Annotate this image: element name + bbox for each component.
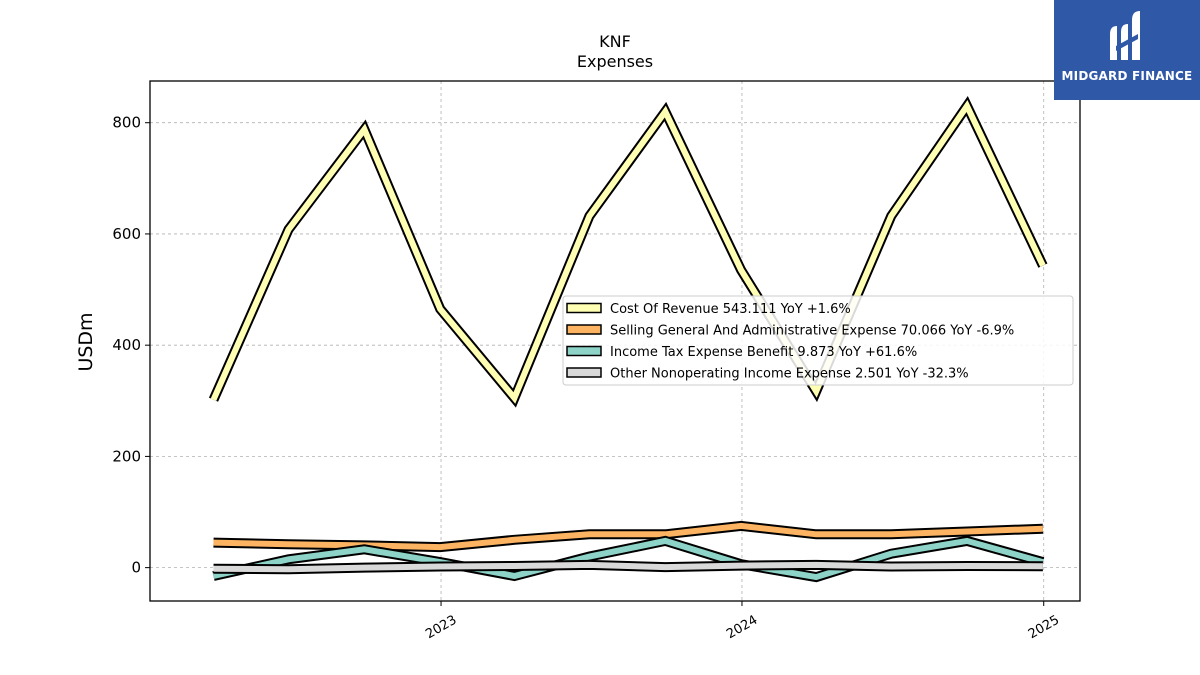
y-axis: 0 200 400 600 800 [112,114,150,577]
chart-title: KNF [599,32,631,51]
series-1 [208,96,1048,408]
chart-subtitle: Expenses [577,52,653,71]
legend-swatch [566,367,602,378]
legend-entry-label: Cost Of Revenue 543.111 YoY +1.6% [610,302,851,317]
series-line [210,100,1046,404]
legend-entry-label: Other Nonoperating Income Expense 2.501 … [610,367,969,382]
series-line [212,537,1044,581]
legend: Cost Of Revenue 543.111 YoY +1.6% Selling… [562,295,1074,386]
legend-frame [562,295,1074,386]
series-2 [213,520,1044,553]
series-layer [208,96,1048,583]
y-tick-label: 800 [112,114,141,132]
x-axis: 2023 2024 2025 [423,601,1062,642]
midgard-logo-icon [1110,11,1140,60]
legend-swatch [566,302,602,314]
y-tick-label: 600 [112,225,141,243]
x-tick-label: 2024 [724,613,760,643]
series-line [213,561,1043,573]
y-tick-label: 200 [112,447,141,465]
x-tick-label: 2025 [1026,613,1062,643]
x-tick-label: 2023 [423,613,459,643]
plot-frame [149,80,1081,602]
y-tick-label: 0 [131,559,141,577]
y-tick-label: 400 [112,336,141,354]
legend-swatch [566,345,602,357]
series-line [213,522,1044,551]
legend-swatch [566,324,602,335]
legend-entry-label: Income Tax Expense Benefit 9.873 YoY +61… [610,345,917,360]
brand-name: MIDGARD FINANCE [1061,69,1193,83]
series-4 [213,559,1043,575]
y-axis-label: USDm [75,312,97,371]
legend-entry-label: Selling General And Administrative Expen… [610,324,1014,339]
brand-logo: MIDGARD FINANCE [1054,0,1200,100]
series-3 [212,535,1045,583]
